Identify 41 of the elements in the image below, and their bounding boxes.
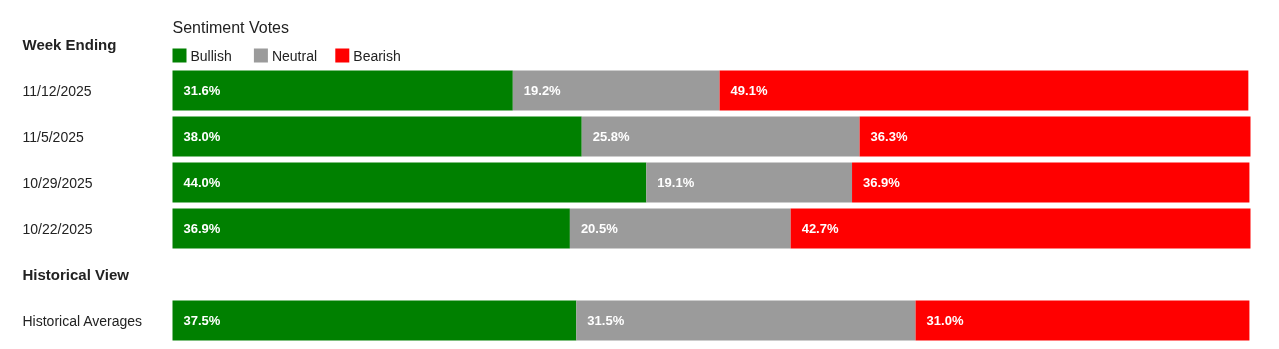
bar — [172, 116, 582, 157]
data-label: 36.3% — [870, 129, 908, 144]
data-label: 31.5% — [587, 313, 625, 328]
legend-label: Bearish — [353, 47, 401, 64]
bar — [852, 162, 1250, 203]
legend-label: Bullish — [190, 47, 232, 64]
data-label: 31.6% — [183, 83, 221, 98]
chart-title: Sentiment Votes — [172, 19, 290, 36]
y-tick-label: Historical Averages — [22, 312, 143, 329]
bar — [569, 208, 791, 249]
y-tick-label: 11/12/2025 — [22, 82, 92, 99]
data-label: 49.1% — [730, 83, 768, 98]
bar — [172, 162, 647, 203]
bar — [646, 162, 853, 203]
bar — [576, 300, 916, 341]
data-label: 37.5% — [183, 313, 221, 328]
bar — [915, 300, 1250, 341]
bar — [719, 70, 1249, 111]
bar — [790, 208, 1251, 249]
text: Historical View — [22, 266, 130, 283]
data-label: 42.7% — [801, 221, 839, 236]
data-label: 25.8% — [592, 129, 631, 144]
bar — [512, 70, 720, 111]
y-tick-label: 11/5/2025 — [22, 128, 84, 145]
bar — [859, 116, 1251, 157]
legend-label: Neutral — [271, 47, 318, 64]
data-label: 36.9% — [183, 221, 221, 236]
y-tick-label: 10/29/2025 — [22, 174, 93, 191]
data-label: 31.0% — [926, 313, 964, 328]
data-label: 36.9% — [863, 175, 901, 190]
bar — [172, 208, 570, 249]
y-tick-label: 10/22/2025 — [22, 220, 93, 237]
data-label: 20.5% — [580, 221, 619, 236]
data-label: 38.0% — [183, 129, 221, 144]
data-label: 19.2% — [523, 83, 562, 98]
bar — [172, 300, 577, 341]
data-label: 44.0% — [183, 175, 221, 190]
bar — [172, 70, 513, 111]
text: Week Ending — [22, 36, 117, 53]
data-label: 19.1% — [657, 175, 695, 190]
bar — [581, 116, 860, 157]
